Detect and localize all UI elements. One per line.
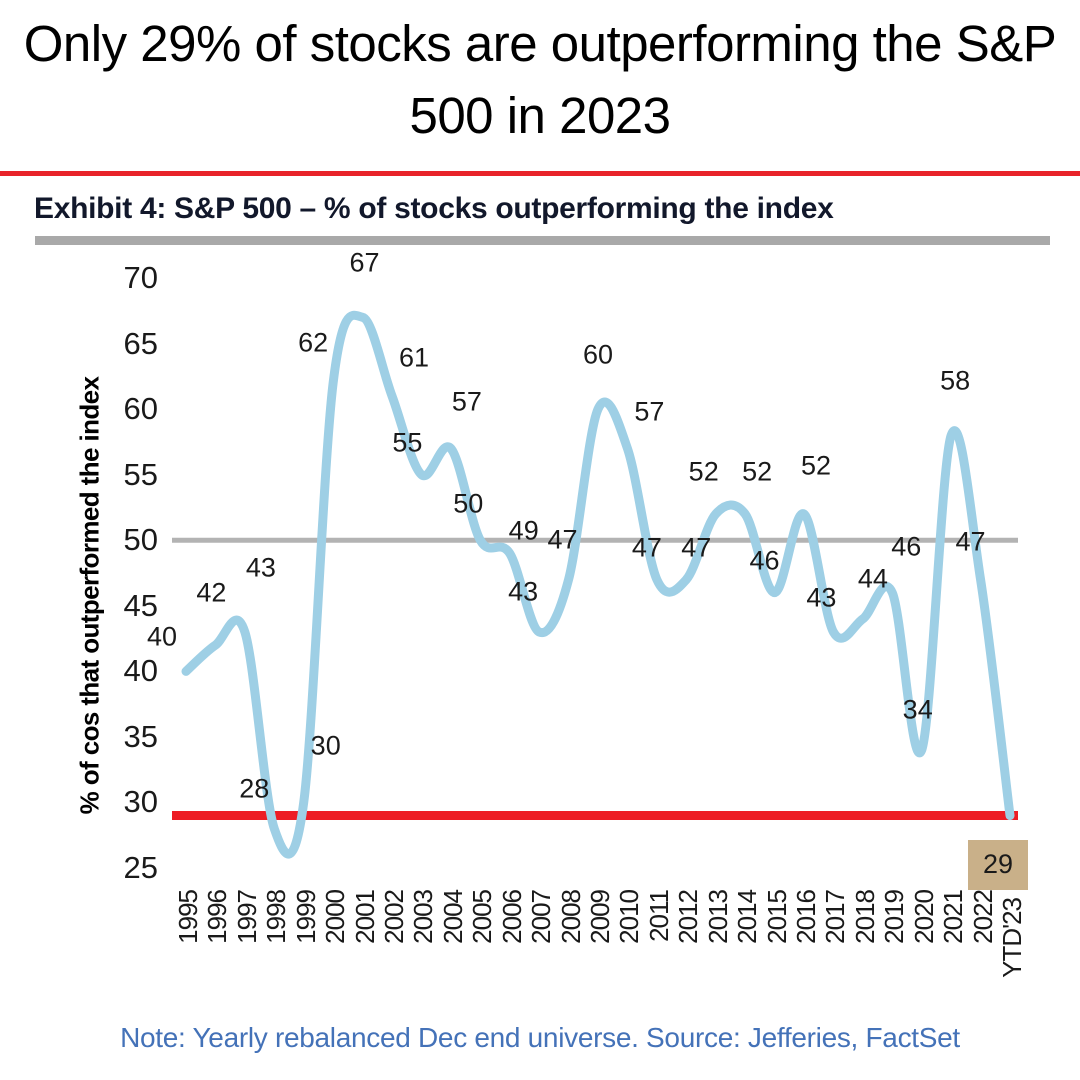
x-axis-tick-2011: 2011	[643, 890, 674, 942]
x-axis-tick-YTD'23: YTD'23	[997, 898, 1027, 978]
x-axis-tick-2002: 2002	[379, 890, 409, 944]
x-axis-tick-2013: 2013	[702, 890, 733, 944]
data-label-2014: 52	[742, 456, 773, 487]
data-label-2018: 44	[857, 563, 888, 594]
x-axis-tick-2019: 2019	[879, 890, 910, 944]
x-axis-tick-1999: 1999	[290, 890, 321, 944]
x-axis-tick-2014: 2014	[732, 890, 763, 944]
x-axis-tick-2012: 2012	[673, 890, 704, 944]
data-label-2002: 61	[398, 342, 430, 373]
highlighted-value-box: 29	[968, 839, 1028, 890]
data-label-2005: 50	[453, 488, 484, 519]
data-label-2011: 47	[631, 532, 662, 563]
x-axis-tick-2018: 2018	[849, 890, 880, 944]
plot-svg	[172, 310, 1018, 859]
x-axis-tick-2001: 2001	[349, 890, 380, 944]
x-axis-tick-2000: 2000	[320, 890, 351, 944]
series-line	[181, 310, 1015, 859]
x-axis-tick-2015: 2015	[761, 890, 792, 944]
y-axis-tick-50: 50	[123, 522, 158, 558]
y-axis-tick-25: 25	[123, 850, 158, 885]
data-label-2022: 47	[955, 526, 986, 557]
source-note: Note: Yearly rebalanced Dec end universe…	[120, 1022, 960, 1053]
x-axis-tick-1995: 1995	[173, 890, 203, 944]
x-axis-tick-2006: 2006	[496, 890, 527, 944]
x-axis-tick-2010: 2010	[614, 890, 645, 944]
x-axis-tick-2009: 2009	[585, 890, 615, 944]
headline-divider-rule	[0, 171, 1080, 176]
page-headline: Only 29% of stocks are outperforming the…	[23, 15, 1057, 145]
x-axis-tick-1998: 1998	[261, 890, 292, 944]
data-label-2021: 58	[940, 365, 971, 396]
x-axis-tick-1997: 1997	[231, 890, 262, 944]
x-axis-tick-1996: 1996	[202, 890, 233, 944]
data-label-2013: 52	[688, 456, 719, 487]
data-label-1995: 40	[146, 621, 178, 652]
data-label-2015: 46	[749, 545, 780, 576]
data-label-1996: 42	[196, 577, 227, 608]
data-label-2009: 60	[582, 339, 614, 370]
y-axis-tick-55: 55	[123, 456, 158, 492]
data-label-2008: 47	[547, 524, 578, 555]
data-label-2016: 52	[800, 450, 832, 481]
data-label-2010: 57	[634, 396, 665, 427]
data-label-2017: 43	[806, 582, 837, 613]
exhibit-underbar	[35, 236, 1050, 245]
data-label-2001: 67	[349, 247, 380, 278]
x-axis-tick-2003: 2003	[408, 890, 439, 944]
data-label-2006: 49	[508, 515, 539, 546]
data-label-2019: 46	[891, 531, 922, 562]
data-label-2012: 47	[681, 532, 712, 563]
data-label-1998: 28	[239, 773, 270, 804]
y-axis-tick-70: 70	[123, 260, 158, 295]
y-axis-tick-30: 30	[123, 784, 158, 820]
data-label-2020: 34	[902, 694, 933, 725]
x-axis-tick-2007: 2007	[526, 890, 557, 944]
y-axis-tick-35: 35	[123, 718, 158, 754]
x-axis-tick-2005: 2005	[467, 890, 498, 944]
x-axis-tick-2004: 2004	[437, 890, 468, 944]
data-label-1999: 30	[310, 730, 341, 761]
x-axis-tick-2008: 2008	[555, 890, 586, 944]
x-axis-tick-2016: 2016	[791, 890, 821, 944]
exhibit-title: Exhibit 4: S&P 500 – % of stocks outperf…	[34, 192, 834, 225]
y-axis-tick-65: 65	[123, 325, 158, 361]
y-axis-tick-40: 40	[123, 653, 158, 689]
x-axis-tick-2017: 2017	[820, 890, 851, 944]
chart-container: % of cos that outperformed the index 25 3…	[0, 247, 1080, 1010]
x-axis-tick-2020: 2020	[908, 890, 939, 944]
y-axis-tick-60: 60	[123, 391, 158, 427]
data-label-2007: 43	[508, 576, 539, 607]
data-label-2004: 57	[451, 386, 482, 417]
data-label-2003: 55	[392, 427, 423, 458]
x-axis-tick-2021: 2021	[938, 890, 969, 944]
data-label-2000: 62	[298, 327, 329, 358]
y-axis-tick-45: 45	[123, 587, 158, 623]
data-label-1997: 43	[245, 552, 276, 583]
x-axis-tick-2022: 2022	[967, 890, 998, 944]
